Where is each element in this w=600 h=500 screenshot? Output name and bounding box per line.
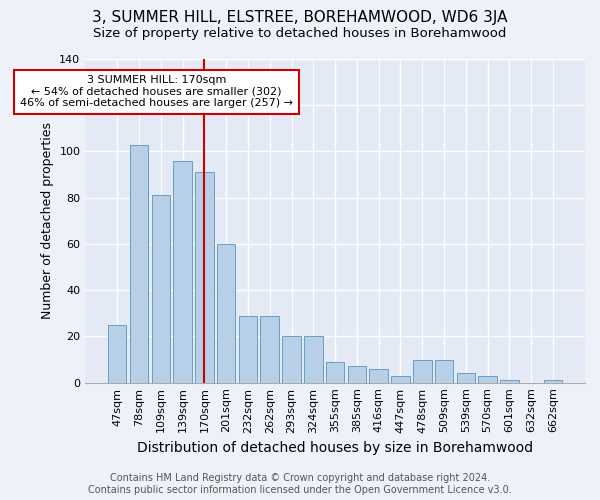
- Bar: [435, 360, 454, 382]
- Bar: [195, 172, 214, 382]
- Bar: [500, 380, 519, 382]
- Bar: [544, 380, 562, 382]
- Bar: [282, 336, 301, 382]
- X-axis label: Distribution of detached houses by size in Borehamwood: Distribution of detached houses by size …: [137, 441, 533, 455]
- Text: 3, SUMMER HILL, ELSTREE, BOREHAMWOOD, WD6 3JA: 3, SUMMER HILL, ELSTREE, BOREHAMWOOD, WD…: [92, 10, 508, 25]
- Text: Size of property relative to detached houses in Borehamwood: Size of property relative to detached ho…: [94, 28, 506, 40]
- Y-axis label: Number of detached properties: Number of detached properties: [41, 122, 54, 320]
- Bar: [217, 244, 235, 382]
- Bar: [347, 366, 366, 382]
- Bar: [370, 369, 388, 382]
- Bar: [239, 316, 257, 382]
- Bar: [413, 360, 431, 382]
- Bar: [478, 376, 497, 382]
- Bar: [391, 376, 410, 382]
- Bar: [457, 374, 475, 382]
- Bar: [304, 336, 323, 382]
- Text: 3 SUMMER HILL: 170sqm
← 54% of detached houses are smaller (302)
46% of semi-det: 3 SUMMER HILL: 170sqm ← 54% of detached …: [20, 75, 293, 108]
- Bar: [130, 144, 148, 382]
- Bar: [108, 325, 127, 382]
- Bar: [326, 362, 344, 382]
- Bar: [152, 196, 170, 382]
- Bar: [173, 160, 192, 382]
- Bar: [260, 316, 279, 382]
- Text: Contains HM Land Registry data © Crown copyright and database right 2024.
Contai: Contains HM Land Registry data © Crown c…: [88, 474, 512, 495]
